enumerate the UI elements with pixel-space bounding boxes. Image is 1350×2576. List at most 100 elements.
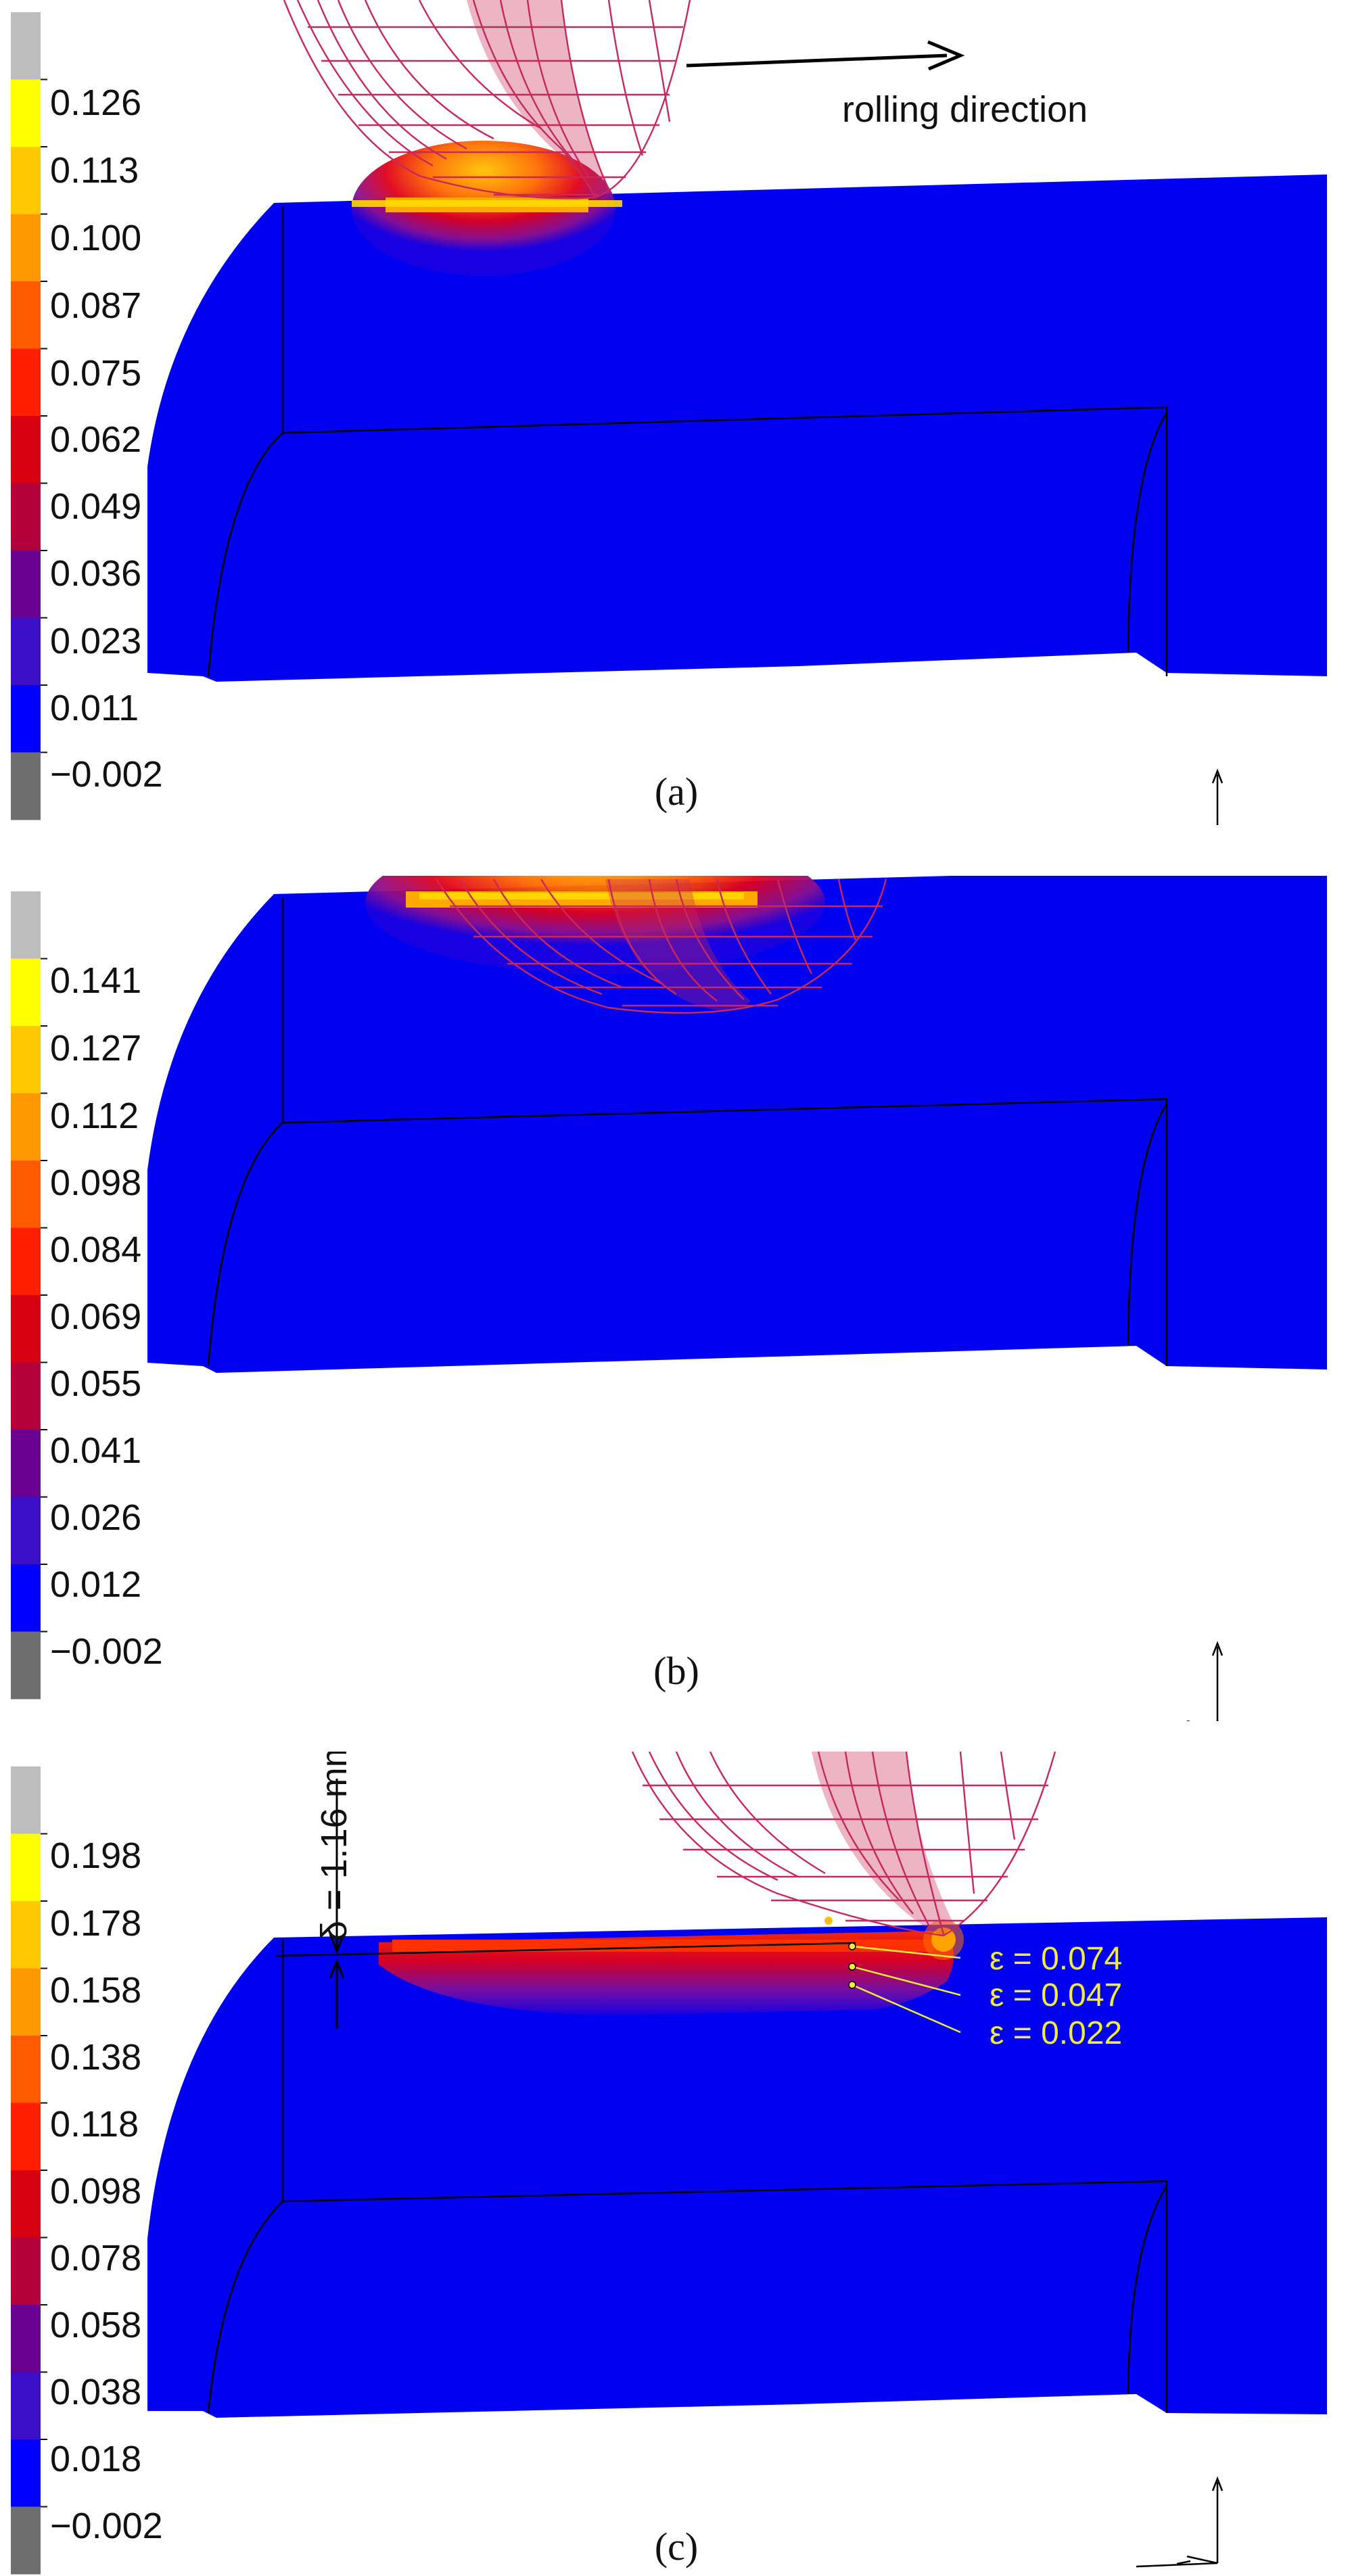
legend-tick: −0.002 [50, 2506, 163, 2546]
legend-tick: 0.069 [50, 1296, 141, 1337]
legend-tick: 0.036 [50, 553, 141, 594]
legend-tick: 0.075 [50, 353, 141, 394]
legend-tick: 0.011 [50, 688, 139, 728]
legend-tick: 0.012 [50, 1564, 141, 1605]
probe-point [848, 1963, 856, 1971]
delta-label: δ = 1.16 mm [314, 1737, 354, 1941]
strain-label: ε = 0.047 [990, 1977, 1122, 2013]
legend-band [11, 147, 41, 214]
legend-tick: 0.084 [50, 1230, 141, 1270]
legend-band [11, 483, 41, 551]
probe-point [848, 1942, 856, 1950]
legend-tick: 0.198 [50, 1835, 141, 1876]
legend-band [11, 1564, 41, 1632]
legend-band [11, 2439, 41, 2507]
axis-triad-c [1136, 2476, 1224, 2568]
legend-tick: 0.112 [50, 1096, 139, 1136]
legend-band [11, 2372, 41, 2440]
color-legend-a: 0.126 0.113 0.100 0.087 0.075 0.062 0.04… [11, 12, 163, 820]
probe-point [848, 1981, 856, 1989]
legend-tick: 0.113 [50, 150, 139, 191]
legend-band [11, 79, 41, 147]
legend-band [11, 551, 41, 618]
legend-band [11, 891, 41, 959]
legend-tick: −0.002 [50, 1631, 163, 1672]
legend-tick: 0.049 [50, 486, 141, 527]
legend-ticks: 0.126 0.113 0.100 0.087 0.075 0.062 0.04… [50, 83, 163, 795]
panel-b: 0.141 0.127 0.112 0.098 0.084 0.069 0.05… [11, 876, 1327, 1721]
legend-tick: 0.118 [50, 2104, 139, 2145]
legend-band [11, 1295, 41, 1363]
roller-mesh [631, 1752, 1056, 1937]
legend-band [11, 1161, 41, 1228]
plastic-zone [379, 1931, 954, 2015]
legend-tick: 0.141 [50, 960, 141, 1001]
rolling-direction-label: rolling direction [842, 89, 1088, 130]
legend-band [11, 1026, 41, 1094]
axis-triad-a [1211, 768, 1224, 825]
panel-c: δ = 1.16 mm ε = 0.074 ε = 0.047 ε = 0.02… [11, 1737, 1327, 2575]
legend-ticks: 0.198 0.178 0.158 0.138 0.118 0.098 0.07… [50, 1835, 163, 2546]
delta-dimension [329, 1779, 345, 2029]
panel-a: rolling direction 0.126 0.113 0.100 0.08… [11, 0, 1327, 825]
rolling-direction-arrow [686, 40, 965, 71]
legend-band [11, 2305, 41, 2372]
legend-band [11, 1497, 41, 1565]
legend-tick: 0.018 [50, 2439, 141, 2479]
strain-probes [852, 1945, 961, 2034]
legend-band [11, 1968, 41, 2036]
legend-band [11, 1227, 41, 1296]
strain-label: ε = 0.074 [990, 1941, 1122, 1977]
caption-a: (a) [655, 770, 698, 814]
body-edges [207, 206, 1168, 677]
legend-band [11, 685, 41, 753]
color-legend-b: 0.141 0.127 0.112 0.098 0.084 0.069 0.05… [11, 891, 163, 1700]
legend-band [11, 214, 41, 282]
legend-tick: 0.041 [50, 1430, 141, 1471]
legend-tick: 0.026 [50, 1497, 141, 1538]
legend-tick: 0.062 [50, 419, 141, 460]
legend-tick: 0.100 [50, 218, 141, 258]
legend-tick: 0.023 [50, 621, 141, 661]
legend-band [11, 2103, 41, 2171]
legend-band [11, 1901, 41, 1969]
legend-tick: 0.055 [50, 1363, 141, 1404]
legend-band [11, 1093, 41, 1161]
caption-b: (b) [653, 1649, 699, 1693]
legend-band [11, 416, 41, 484]
legend-band [11, 617, 41, 686]
workpiece-body [147, 174, 1327, 682]
strain-label: ε = 0.022 [990, 2015, 1122, 2051]
legend-band [11, 281, 41, 349]
workpiece-body [147, 1917, 1327, 2418]
legend-band [11, 1631, 41, 1700]
legend-tick: 0.098 [50, 1163, 141, 1203]
legend-band [11, 752, 41, 820]
legend-tick: 0.078 [50, 2238, 141, 2278]
legend-tick: −0.002 [50, 754, 163, 795]
roller-mesh [283, 0, 691, 200]
legend-band [11, 2170, 41, 2238]
legend-band [11, 348, 41, 417]
legend-band [11, 2506, 41, 2575]
legend-tick: 0.178 [50, 1903, 141, 1944]
axis-triad-b [1187, 1641, 1224, 1721]
roller-mesh [435, 879, 887, 1014]
legend-band [11, 12, 41, 80]
legend-band [11, 1430, 41, 1497]
legend-band [11, 1362, 41, 1430]
workpiece-body [147, 876, 1327, 1373]
legend-tick: 0.098 [50, 2171, 141, 2211]
legend-band [11, 2036, 41, 2103]
body-edges [207, 1940, 1168, 2414]
caption-c: (c) [655, 2525, 698, 2569]
body-edges [207, 897, 1168, 1367]
legend-tick: 0.127 [50, 1028, 141, 1069]
legend-ticks: 0.141 0.127 0.112 0.098 0.084 0.069 0.05… [50, 960, 163, 1672]
color-legend-c: 0.198 0.178 0.158 0.138 0.118 0.098 0.07… [11, 1766, 163, 2575]
legend-tick: 0.126 [50, 83, 141, 123]
legend-tick: 0.138 [50, 2037, 141, 2078]
legend-band [11, 1833, 41, 1902]
legend-tick: 0.038 [50, 2372, 141, 2412]
legend-band [11, 1766, 41, 1834]
